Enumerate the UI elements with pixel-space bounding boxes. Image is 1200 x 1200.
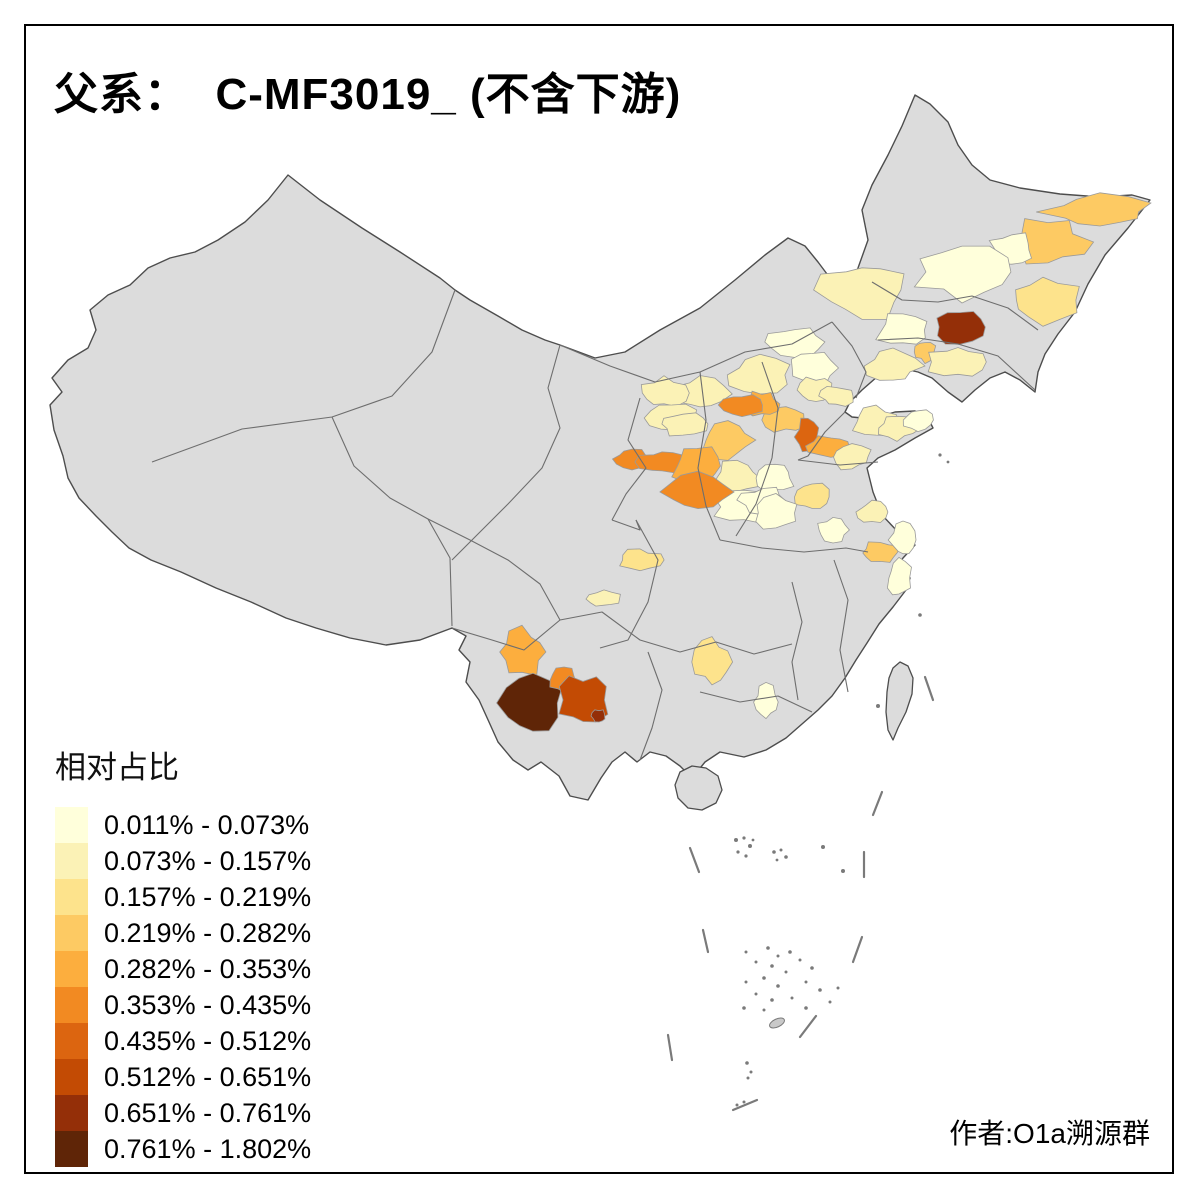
legend-range-label: 0.073% - 0.157% (104, 845, 312, 876)
legend: 相对占比 0.011% - 0.073% 0.073% - 0.157% 0.157… (55, 742, 311, 1167)
legend-swatch (55, 1095, 88, 1131)
legend-range-label: 0.512% - 0.651% (104, 1061, 312, 1092)
map-region (1036, 192, 1152, 227)
map-region (818, 385, 854, 407)
province-borders (151, 281, 1039, 761)
legend-row: 0.512% - 0.651% (55, 1059, 311, 1095)
legend-row: 0.011% - 0.073% (55, 807, 311, 843)
legend-range-label: 0.651% - 0.761% (104, 1097, 312, 1128)
legend-range-label: 0.282% - 0.353% (104, 953, 312, 984)
map-region (726, 353, 791, 395)
map-region (590, 709, 606, 723)
legend-row: 0.761% - 1.802% (55, 1131, 311, 1167)
map-region (817, 516, 850, 544)
map-region (755, 463, 795, 493)
map-region (862, 541, 902, 563)
legend-row: 0.651% - 0.761% (55, 1095, 311, 1131)
legend-row: 0.073% - 0.157% (55, 843, 311, 879)
legend-swatch (55, 915, 88, 951)
legend-row: 0.435% - 0.512% (55, 1023, 311, 1059)
map-region (619, 548, 665, 572)
legend-range-label: 0.157% - 0.219% (104, 881, 312, 912)
legend-row: 0.353% - 0.435% (55, 987, 311, 1023)
legend-swatch (55, 1059, 88, 1095)
legend-range-label: 0.761% - 1.802% (104, 1133, 312, 1164)
legend-swatch (55, 1023, 88, 1059)
legend-swatch (55, 807, 88, 843)
map-region (496, 672, 563, 732)
legend-range-label: 0.353% - 0.435% (104, 989, 312, 1020)
legend-row: 0.157% - 0.219% (55, 879, 311, 915)
hainan-island (674, 765, 723, 811)
map-region (714, 459, 761, 492)
map-region (691, 636, 734, 686)
legend-range-label: 0.219% - 0.282% (104, 917, 312, 948)
legend-row: 0.282% - 0.353% (55, 951, 311, 987)
legend-swatch (55, 987, 88, 1023)
map-region (913, 245, 1012, 304)
map-region (886, 556, 912, 596)
legend-swatch (55, 843, 88, 879)
map-region (887, 520, 917, 555)
map-region (902, 409, 934, 433)
map-region (855, 499, 889, 523)
legend-range-label: 0.011% - 0.073% (104, 809, 310, 840)
map-region (794, 482, 830, 509)
islands (674, 661, 914, 811)
map-region (661, 412, 709, 437)
attribution-text: 作者:O1a溯源群 (949, 1118, 1150, 1149)
choropleth-regions (496, 192, 1152, 732)
legend-swatch (55, 1131, 88, 1167)
map-region (755, 493, 798, 530)
legend-range-label: 0.435% - 0.512% (104, 1025, 312, 1056)
map-region (717, 394, 763, 418)
legend-swatch (55, 879, 88, 915)
map-region (1015, 276, 1080, 327)
legend-row: 0.219% - 0.282% (55, 915, 311, 951)
south-china-sea-islets (734, 453, 950, 1107)
map-region (863, 347, 926, 381)
legend-swatch (55, 951, 88, 987)
map-region (875, 313, 928, 345)
map-region (753, 681, 779, 720)
taiwan-island (885, 661, 914, 741)
map-region (585, 589, 621, 607)
south-china-sea-dashes (666, 675, 935, 1112)
legend-rows: 0.011% - 0.073% 0.073% - 0.157% 0.157% - 0… (55, 807, 311, 1167)
map-region (659, 470, 735, 510)
map-region (927, 347, 987, 377)
plot-frame (24, 24, 1174, 1174)
map-region (936, 311, 986, 345)
plot-title: 父系： C-MF3019_ (不含下游) (54, 70, 682, 119)
legend-title: 相对占比 (55, 750, 179, 785)
map-region (702, 420, 757, 461)
